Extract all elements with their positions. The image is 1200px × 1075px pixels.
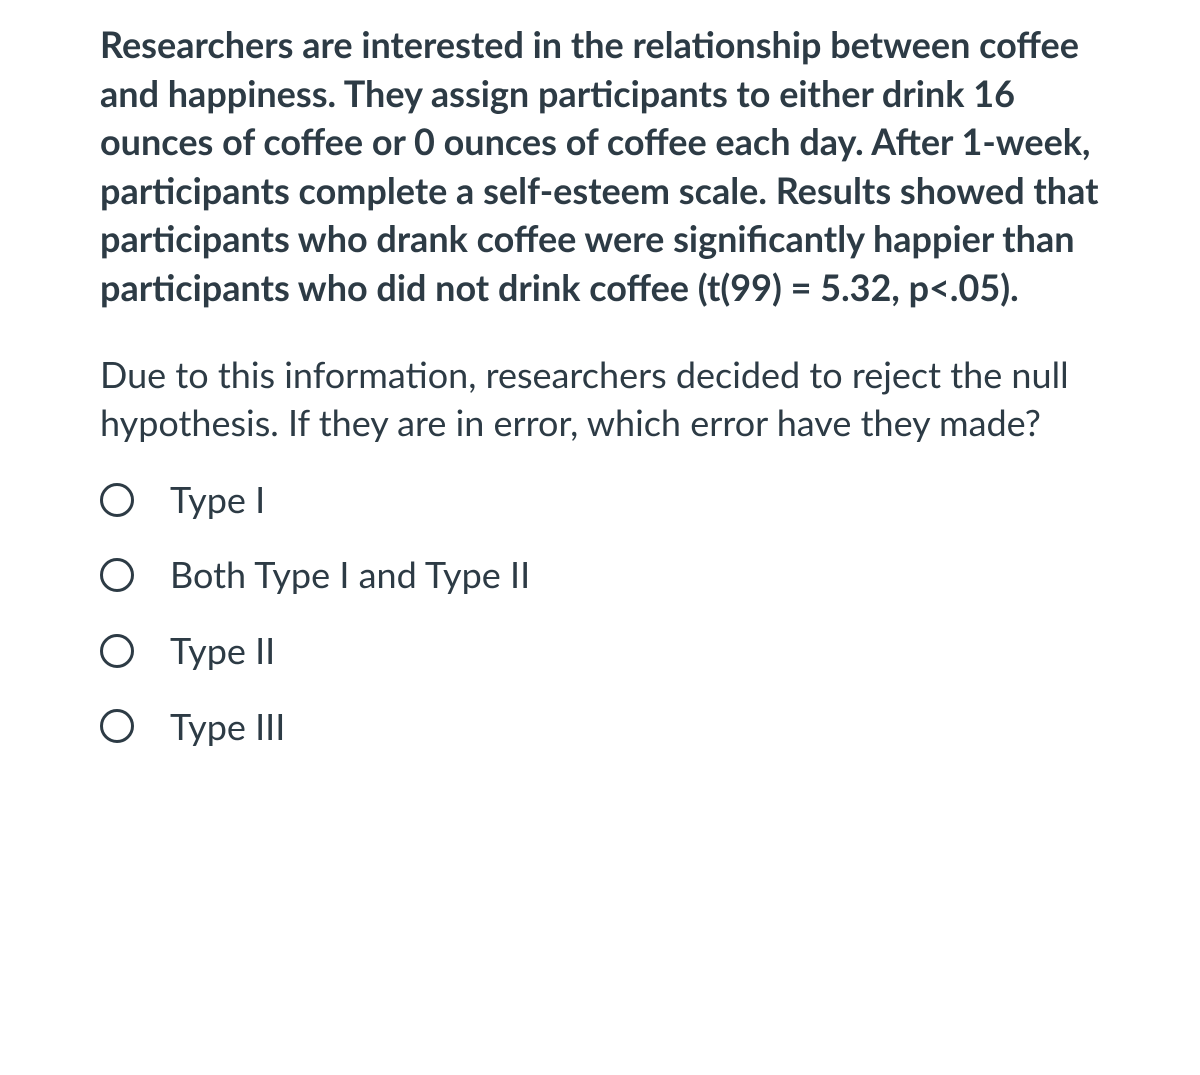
option-label: Type II (170, 622, 275, 680)
question-stem: Researchers are interested in the relati… (100, 20, 1100, 312)
option-type-i[interactable]: Type I (100, 471, 1100, 529)
radio-icon (100, 483, 134, 517)
option-label: Type III (170, 698, 285, 756)
question-prompt: Due to this information, researchers dec… (100, 350, 1100, 447)
option-type-ii[interactable]: Type II (100, 622, 1100, 680)
option-type-iii[interactable]: Type III (100, 698, 1100, 756)
radio-icon (100, 634, 134, 668)
radio-icon (100, 558, 134, 592)
option-both[interactable]: Both Type I and Type II (100, 546, 1100, 604)
options-group: Type I Both Type I and Type II Type II T… (100, 471, 1100, 755)
option-label: Type I (170, 471, 265, 529)
radio-icon (100, 709, 134, 743)
option-label: Both Type I and Type II (170, 546, 530, 604)
